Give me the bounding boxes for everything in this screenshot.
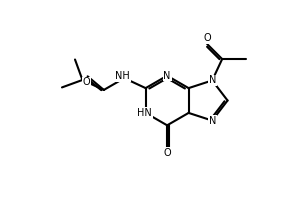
Text: O: O [83,77,90,87]
Text: N: N [164,71,171,81]
Text: NH: NH [116,71,130,81]
Text: O: O [163,148,171,158]
Text: O: O [203,33,211,43]
Text: N: N [209,116,216,126]
Text: N: N [209,75,216,86]
Text: HN: HN [137,108,152,118]
